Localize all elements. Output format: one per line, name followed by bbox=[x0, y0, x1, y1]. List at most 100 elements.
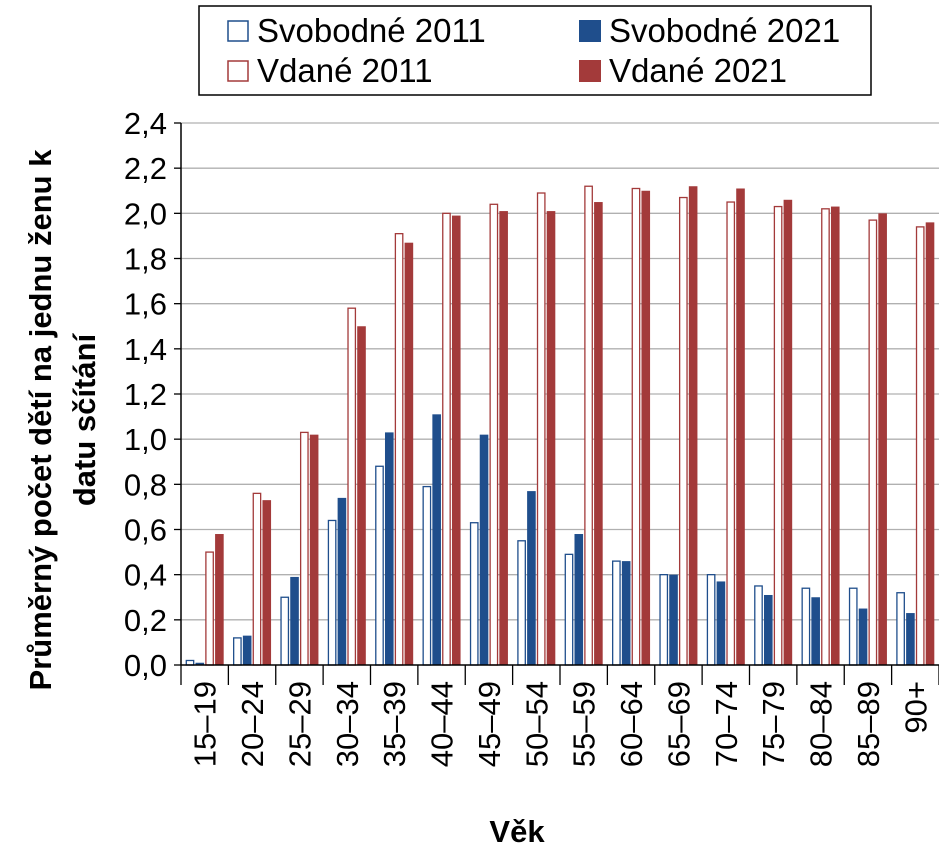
bar-svobodné-2011-8 bbox=[564, 553, 574, 666]
bar-vdané-2021-12 bbox=[783, 199, 793, 666]
bar-svobodné-2011-11 bbox=[706, 574, 716, 666]
bar-svobodné-2021-5 bbox=[432, 414, 441, 665]
axes bbox=[180, 123, 939, 685]
bar-vdané-2011-10 bbox=[678, 196, 688, 666]
y-tick-label: 1,8 bbox=[124, 242, 167, 277]
bar-vdané-2011-11 bbox=[726, 201, 736, 666]
bar-svobodné-2021-15 bbox=[906, 613, 915, 665]
bar-svobodné-2021-8 bbox=[574, 534, 584, 665]
bar-vdané-2011-15 bbox=[915, 226, 925, 666]
y-tick-label: 1,4 bbox=[124, 332, 167, 367]
bar-svobodné-2021-9 bbox=[621, 561, 631, 665]
bar-vdané-2011-3 bbox=[347, 307, 357, 666]
bar-vdané-2021-11 bbox=[736, 188, 745, 665]
bar-svobodné-2011-5 bbox=[422, 485, 432, 666]
bar-vdané-2021-6 bbox=[499, 211, 508, 665]
x-tick-label: 50–54 bbox=[519, 681, 554, 767]
bar-vdané-2011-2 bbox=[299, 431, 309, 666]
bar-vdané-2011-12 bbox=[773, 205, 783, 666]
x-tick-label: 65–69 bbox=[661, 681, 696, 767]
x-tick-label: 30–34 bbox=[330, 681, 365, 767]
bar-vdané-2021-1 bbox=[262, 500, 272, 665]
bar-svobodné-2011-6 bbox=[469, 522, 479, 666]
y-tick-label: 1,2 bbox=[124, 377, 167, 412]
x-axis-title: Věk bbox=[489, 814, 545, 849]
x-tick-label: 70–74 bbox=[709, 681, 744, 767]
y-tick-label: 2,2 bbox=[124, 151, 167, 186]
x-tick-label: 25–29 bbox=[282, 681, 317, 767]
y-tick-label: 0,0 bbox=[124, 648, 167, 683]
legend: Svobodné 2011 Svobodné 2021 Vdané 2011 Vdan… bbox=[227, 12, 840, 89]
bar-vdané-2011-8 bbox=[584, 185, 593, 666]
bar-svobodné-2021-2 bbox=[290, 576, 299, 665]
x-tick-label: 75–79 bbox=[756, 681, 791, 767]
bar-svobodné-2011-15 bbox=[896, 592, 905, 666]
bar-vdané-2011-1 bbox=[252, 492, 262, 666]
bar-vdané-2021-10 bbox=[688, 186, 698, 665]
y-tick-label: 1,6 bbox=[124, 287, 167, 322]
x-tick-label: 15–19 bbox=[188, 681, 223, 767]
bar-svobodné-2021-4 bbox=[384, 432, 394, 665]
bar-vdané-2021-3 bbox=[357, 326, 366, 665]
y-tick-label: 0,4 bbox=[124, 558, 167, 593]
bar-vdané-2021-0 bbox=[215, 534, 224, 665]
bar-vdané-2011-6 bbox=[489, 203, 499, 666]
bar-svobodné-2021-14 bbox=[858, 608, 868, 665]
bar-svobodné-2011-13 bbox=[801, 587, 811, 666]
x-tick-label: 90+ bbox=[898, 681, 933, 734]
legend-swatch bbox=[579, 60, 601, 82]
x-tick-label: 60–64 bbox=[614, 681, 649, 767]
bar-vdané-2021-9 bbox=[641, 190, 651, 665]
y-tick-label: 0,8 bbox=[124, 467, 167, 502]
bar-svobodné-2011-2 bbox=[280, 596, 290, 666]
bar-svobodné-2021-3 bbox=[337, 497, 347, 665]
x-tick-label: 35–39 bbox=[377, 681, 412, 767]
y-tick-label: 2,4 bbox=[124, 106, 167, 141]
bar-svobodné-2021-11 bbox=[716, 581, 726, 665]
legend-swatch bbox=[227, 20, 249, 42]
bar-svobodné-2021-1 bbox=[242, 635, 252, 665]
bar-vdané-2011-14 bbox=[868, 219, 878, 666]
bar-svobodné-2011-9 bbox=[612, 560, 621, 666]
bar-svobodné-2021-7 bbox=[527, 491, 536, 665]
legend-box bbox=[198, 5, 872, 96]
bar-vdané-2011-4 bbox=[394, 233, 404, 666]
x-tick-label: 40–44 bbox=[425, 681, 460, 767]
bar-svobodné-2021-6 bbox=[479, 434, 489, 665]
y-tick-labels: 0,0 0,2 0,4 0,6 0,8 1,0 1,2 1,4 1,6 1,8 2,0 2,2 2,4 bbox=[124, 106, 167, 683]
bar-vdané-2021-15 bbox=[925, 222, 935, 665]
bar-svobodné-2011-4 bbox=[375, 465, 384, 666]
bar-svobodné-2021-0 bbox=[195, 662, 205, 665]
bar-svobodné-2011-1 bbox=[233, 637, 242, 666]
bar-svobodné-2021-13 bbox=[811, 597, 820, 665]
bar-vdané-2011-7 bbox=[536, 192, 546, 666]
bar-vdané-2021-7 bbox=[546, 211, 556, 665]
y-axis-title-line-2: datu sčítání bbox=[67, 332, 102, 506]
x-tick-label: 45–49 bbox=[472, 681, 507, 767]
y-tick-label: 0,6 bbox=[124, 513, 167, 548]
bar-vdané-2021-5 bbox=[451, 215, 461, 665]
legend-label: Vdané 2021 bbox=[609, 52, 787, 89]
legend-label: Svobodné 2011 bbox=[257, 12, 486, 49]
bar-vdané-2011-9 bbox=[631, 187, 641, 666]
legend-item-vdané-2011: Vdané 2011 bbox=[227, 52, 433, 89]
bar-vdané-2021-4 bbox=[404, 242, 414, 666]
legend-swatch bbox=[227, 60, 249, 82]
y-tick-label: 1,0 bbox=[124, 422, 167, 457]
bar-vdané-2021-2 bbox=[309, 434, 319, 665]
y-axis-title-line-1: Průměrný počet dětí na jednu ženu k bbox=[23, 149, 58, 691]
bar-svobodné-2011-7 bbox=[517, 540, 526, 666]
legend-item-vdané-2021: Vdané 2021 bbox=[579, 52, 787, 89]
bar-vdané-2011-5 bbox=[442, 212, 451, 666]
bars bbox=[185, 185, 935, 666]
bar-svobodné-2011-14 bbox=[848, 587, 858, 666]
bar-svobodné-2011-10 bbox=[659, 574, 669, 666]
x-tick-label: 55–59 bbox=[567, 681, 602, 767]
x-tick-label: 80–84 bbox=[804, 681, 839, 767]
legend-label: Vdané 2011 bbox=[257, 52, 433, 89]
bar-svobodné-2011-3 bbox=[327, 519, 337, 666]
bar-vdané-2011-0 bbox=[205, 551, 214, 666]
bar-svobodné-2021-10 bbox=[669, 574, 678, 665]
legend-item-svobodné-2011: Svobodné 2011 bbox=[227, 12, 486, 49]
